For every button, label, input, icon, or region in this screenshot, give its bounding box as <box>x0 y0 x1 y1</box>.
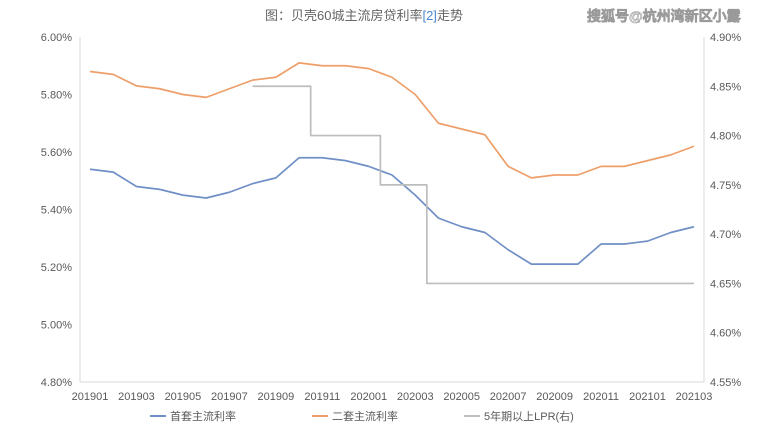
left-tick-label: 5.00% <box>41 320 72 332</box>
x-tick-label: 202101 <box>629 391 666 403</box>
x-tick-label: 201907 <box>211 391 248 403</box>
series-lines <box>89 62 695 285</box>
chart-title: 图：贝壳60城主流房贷利率[2]走势 <box>265 8 463 23</box>
right-tick-label: 4.60% <box>710 328 741 340</box>
x-tick-label: 202103 <box>676 391 713 403</box>
series-first-home-line <box>89 156 695 265</box>
x-tick-label: 202007 <box>490 391 527 403</box>
legend-label: 首套主流利率 <box>170 409 236 423</box>
right-tick-label: 4.85% <box>710 81 741 93</box>
x-tick-label: 202009 <box>536 391 573 403</box>
left-tick-label: 5.80% <box>41 90 72 102</box>
right-tick-label: 4.75% <box>710 180 741 192</box>
legend-label: 二套主流利率 <box>332 409 398 423</box>
left-tick-label: 4.80% <box>41 377 72 389</box>
x-tick-label: 202001 <box>350 391 387 403</box>
left-tick-label: 5.60% <box>41 147 72 159</box>
series-lpr-line <box>252 85 694 285</box>
x-tick-label: 201909 <box>257 391 294 403</box>
x-tick-label: 202005 <box>443 391 480 403</box>
left-tick-label: 5.40% <box>41 205 72 217</box>
right-tick-label: 4.90% <box>710 32 741 44</box>
x-tick-label: 201911 <box>304 391 340 403</box>
right-tick-label: 4.55% <box>710 377 741 389</box>
watermark: 搜狐号@杭州湾新区小露 <box>587 8 742 24</box>
right-tick-label: 4.65% <box>710 278 741 290</box>
right-y-axis: 4.55% 4.60% 4.65% 4.70% 4.75% 4.80% 4.85% 4.90% <box>710 32 741 389</box>
legend: 首套主流利率 二套主流利率 5年期以上LPR(右) <box>150 409 574 423</box>
x-tick-label: 202011 <box>583 391 619 403</box>
series-second-home-line <box>89 62 695 179</box>
left-tick-label: 6.00% <box>41 32 72 44</box>
x-tick-label: 201901 <box>72 391 109 403</box>
left-tick-label: 5.20% <box>41 262 72 274</box>
left-y-axis: 4.80% 5.00% 5.20% 5.40% 5.60% 5.80% 6.00% <box>41 32 72 389</box>
x-axis: 201901 201903 201905 201907 201909 201911 2020… <box>72 391 713 403</box>
right-tick-label: 4.80% <box>710 131 741 143</box>
x-tick-label: 201903 <box>118 391 155 403</box>
axes <box>79 37 705 383</box>
x-tick-label: 201905 <box>165 391 202 403</box>
legend-label: 5年期以上LPR(右) <box>484 409 574 423</box>
right-tick-label: 4.70% <box>710 229 741 241</box>
x-tick-label: 202003 <box>397 391 434 403</box>
